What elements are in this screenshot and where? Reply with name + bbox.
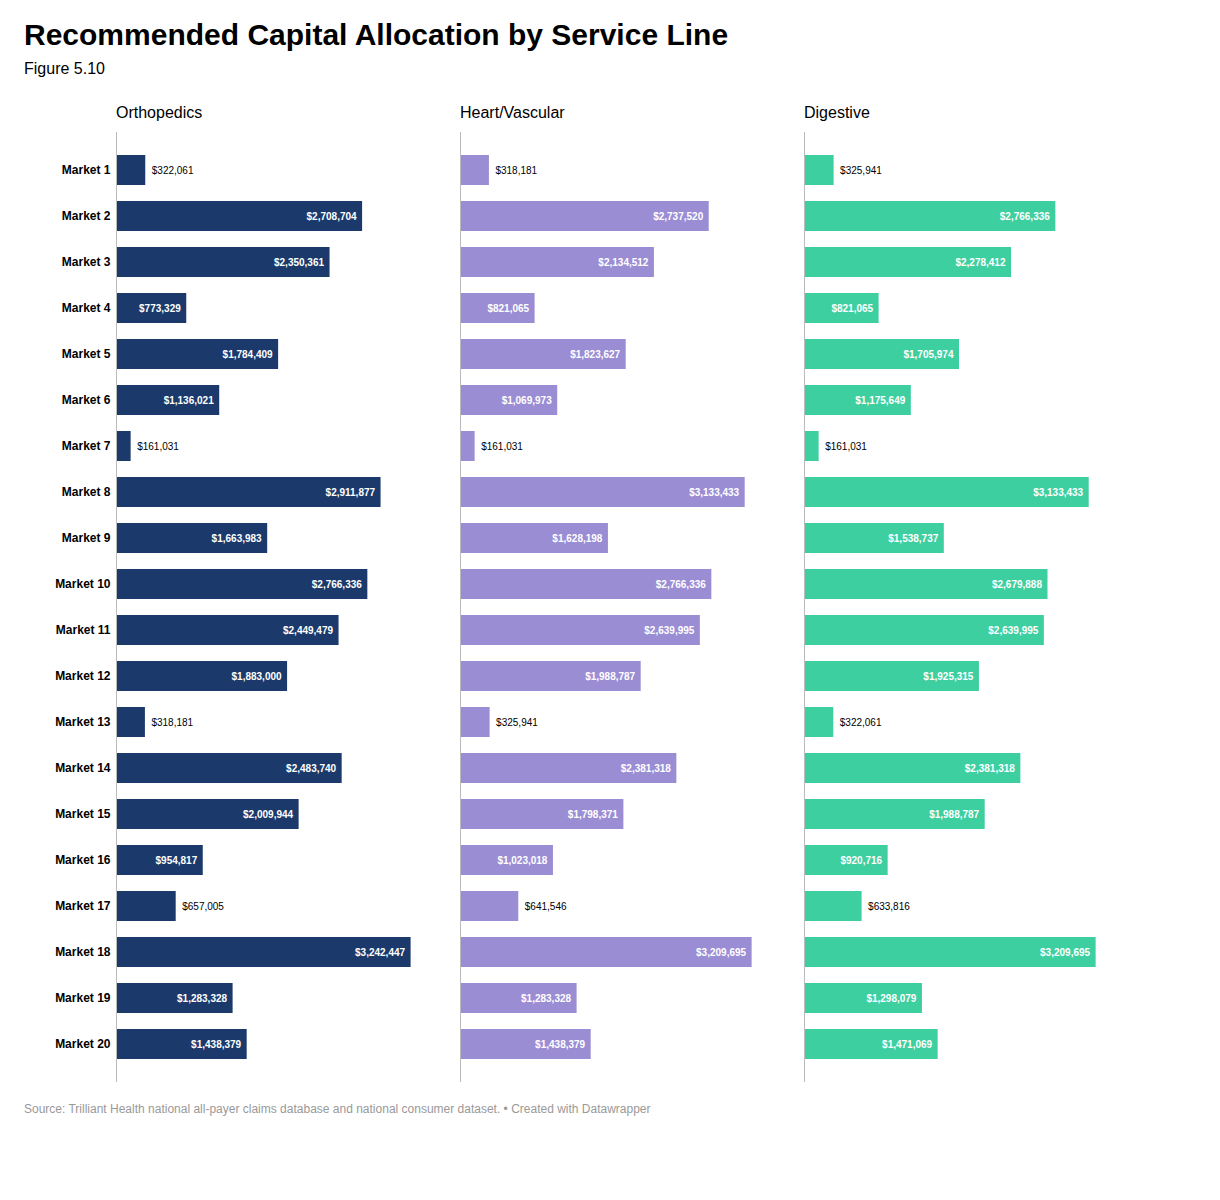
svg-text:$1,283,328: $1,283,328: [177, 993, 227, 1004]
svg-text:Market 6: Market 6: [62, 393, 111, 407]
svg-text:$2,766,336: $2,766,336: [312, 579, 362, 590]
svg-text:$1,538,737: $1,538,737: [888, 533, 938, 544]
svg-text:$954,817: $954,817: [156, 855, 198, 866]
html-text:Heart/Vascular: Heart/Vascular: [460, 104, 565, 121]
svg-text:$2,278,412: $2,278,412: [955, 257, 1005, 268]
svg-text:$2,708,704: $2,708,704: [307, 211, 357, 222]
svg-text:$2,679,888: $2,679,888: [992, 579, 1042, 590]
svg-text:Market 1: Market 1: [62, 163, 111, 177]
svg-text:$3,242,447: $3,242,447: [355, 947, 405, 958]
svg-text:$2,350,361: $2,350,361: [274, 257, 324, 268]
svg-text:$1,283,328: $1,283,328: [521, 993, 571, 1004]
svg-text:$1,798,371: $1,798,371: [568, 809, 618, 820]
svg-text:$773,329: $773,329: [139, 303, 181, 314]
svg-text:Market 2: Market 2: [62, 209, 111, 223]
svg-text:Market 5: Market 5: [62, 347, 111, 361]
svg-text:Market 20: Market 20: [55, 1037, 111, 1051]
html-text:Orthopedics: Orthopedics: [116, 104, 203, 121]
svg-text:$2,483,740: $2,483,740: [286, 763, 336, 774]
svg-text:$1,663,983: $1,663,983: [212, 533, 262, 544]
svg-text:Market 13: Market 13: [55, 715, 111, 729]
svg-text:$1,175,649: $1,175,649: [855, 395, 905, 406]
svg-text:Market 4: Market 4: [62, 301, 111, 315]
svg-text:$1,988,787: $1,988,787: [585, 671, 635, 682]
svg-text:$325,941: $325,941: [496, 717, 538, 728]
svg-text:$2,639,995: $2,639,995: [988, 625, 1038, 636]
svg-text:$1,069,973: $1,069,973: [502, 395, 552, 406]
svg-text:$2,134,512: $2,134,512: [598, 257, 648, 268]
svg-text:$1,823,627: $1,823,627: [570, 349, 620, 360]
html-text:Source: Trilliant Health natio: Source: Trilliant Health national all-pa…: [24, 1102, 651, 1116]
svg-text:$322,061: $322,061: [840, 717, 882, 728]
svg-text:$3,133,433: $3,133,433: [1033, 487, 1083, 498]
svg-text:$2,381,318: $2,381,318: [965, 763, 1015, 774]
svg-text:$2,911,877: $2,911,877: [326, 487, 376, 498]
svg-text:$1,438,379: $1,438,379: [535, 1039, 585, 1050]
svg-text:$633,816: $633,816: [868, 901, 910, 912]
svg-text:$2,766,336: $2,766,336: [656, 579, 706, 590]
svg-text:$2,449,479: $2,449,479: [283, 625, 333, 636]
svg-text:$821,065: $821,065: [831, 303, 873, 314]
svg-text:$2,639,995: $2,639,995: [644, 625, 694, 636]
svg-text:$2,381,318: $2,381,318: [621, 763, 671, 774]
svg-text:$1,628,198: $1,628,198: [552, 533, 602, 544]
html-text:Recommended Capital Allocation: Recommended Capital Allocation by Servic…: [24, 18, 729, 51]
svg-text:Market 19: Market 19: [55, 991, 111, 1005]
svg-text:$161,031: $161,031: [481, 441, 523, 452]
svg-text:$1,988,787: $1,988,787: [929, 809, 979, 820]
svg-text:$1,883,000: $1,883,000: [232, 671, 282, 682]
svg-text:Market 14: Market 14: [55, 761, 111, 775]
svg-text:$325,941: $325,941: [840, 165, 882, 176]
svg-text:$920,716: $920,716: [840, 855, 882, 866]
svg-text:$3,209,695: $3,209,695: [696, 947, 746, 958]
svg-text:Market 16: Market 16: [55, 853, 111, 867]
svg-text:Market 11: Market 11: [56, 623, 111, 637]
svg-text:Market 9: Market 9: [62, 531, 111, 545]
svg-text:Market 10: Market 10: [55, 577, 111, 591]
svg-text:$1,438,379: $1,438,379: [191, 1039, 241, 1050]
svg-text:Market 18: Market 18: [55, 945, 111, 959]
svg-text:Market 7: Market 7: [62, 439, 111, 453]
html-text:Digestive: Digestive: [804, 104, 870, 121]
svg-text:$2,766,336: $2,766,336: [1000, 211, 1050, 222]
svg-text:$641,546: $641,546: [525, 901, 567, 912]
svg-text:Market 15: Market 15: [55, 807, 111, 821]
svg-text:$657,005: $657,005: [182, 901, 224, 912]
svg-text:$161,031: $161,031: [825, 441, 867, 452]
svg-text:$821,065: $821,065: [487, 303, 529, 314]
svg-text:$1,925,315: $1,925,315: [923, 671, 973, 682]
svg-text:$161,031: $161,031: [137, 441, 179, 452]
svg-text:$322,061: $322,061: [152, 165, 194, 176]
svg-text:$3,133,433: $3,133,433: [689, 487, 739, 498]
svg-text:$318,181: $318,181: [151, 717, 193, 728]
svg-text:Market 17: Market 17: [55, 899, 111, 913]
svg-text:$3,209,695: $3,209,695: [1040, 947, 1090, 958]
svg-text:Market 12: Market 12: [55, 669, 111, 683]
svg-text:$2,737,520: $2,737,520: [653, 211, 703, 222]
svg-text:$1,023,018: $1,023,018: [497, 855, 547, 866]
svg-text:$1,705,974: $1,705,974: [903, 349, 953, 360]
svg-text:$2,009,944: $2,009,944: [243, 809, 293, 820]
html-text:Figure 5.10: Figure 5.10: [24, 60, 105, 77]
svg-text:$1,471,069: $1,471,069: [882, 1039, 932, 1050]
svg-text:$1,298,079: $1,298,079: [866, 993, 916, 1004]
svg-text:$1,136,021: $1,136,021: [164, 395, 214, 406]
svg-text:$318,181: $318,181: [495, 165, 537, 176]
svg-text:Market 3: Market 3: [62, 255, 111, 269]
svg-text:$1,784,409: $1,784,409: [223, 349, 273, 360]
svg-text:Market 8: Market 8: [62, 485, 111, 499]
